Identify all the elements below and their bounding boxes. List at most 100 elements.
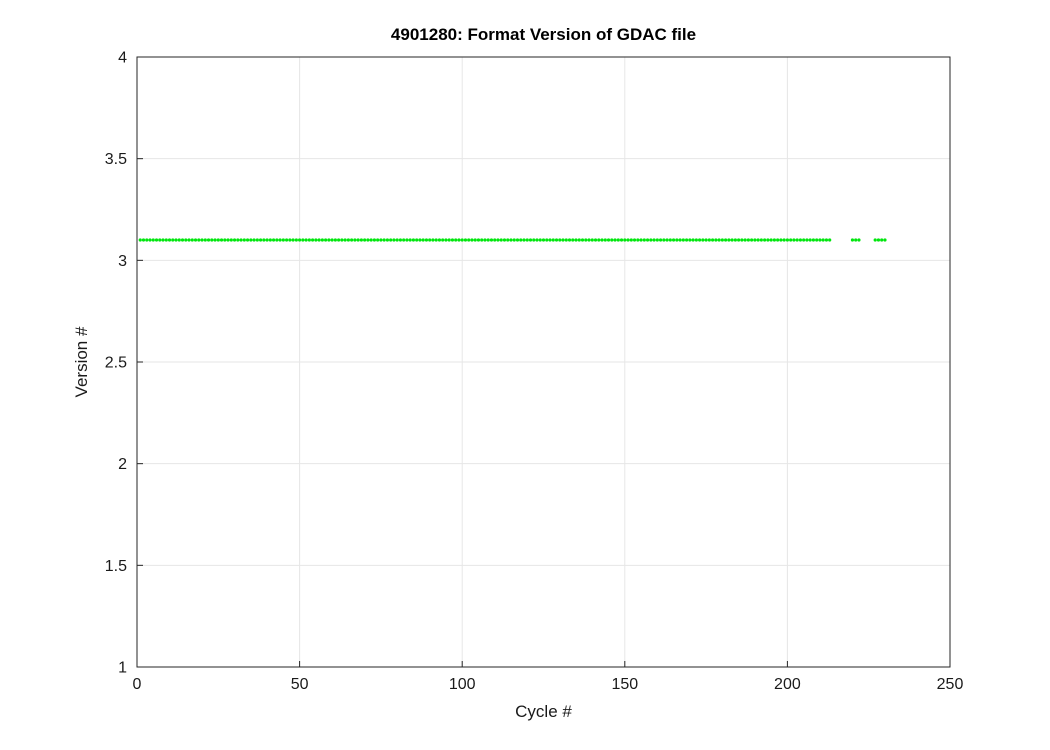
data-point (424, 238, 429, 242)
data-point (223, 238, 227, 242)
data-point (486, 238, 490, 242)
data-point (379, 238, 383, 242)
data-point (769, 238, 773, 242)
data-point (493, 238, 497, 242)
data-point (206, 238, 211, 242)
data-point (496, 238, 500, 242)
data-point (522, 238, 526, 242)
data-point (307, 238, 311, 242)
data-point (232, 238, 237, 242)
data-point (402, 238, 406, 242)
data-point (600, 238, 604, 242)
data-point (392, 238, 396, 242)
data-point (275, 238, 279, 242)
data-point (854, 238, 858, 242)
data-point (350, 238, 354, 242)
x-tick-label: 150 (611, 676, 638, 693)
data-point (811, 238, 816, 242)
data-point (158, 238, 162, 242)
data-point (346, 238, 350, 242)
data-point (242, 238, 246, 242)
data-point (372, 238, 376, 242)
data-point (363, 238, 367, 242)
data-point (538, 238, 542, 242)
data-point (311, 238, 315, 242)
y-tick-label: 3.5 (105, 151, 127, 168)
data-point (213, 238, 217, 242)
data-point (444, 238, 448, 242)
data-point (148, 238, 152, 242)
data-point (476, 238, 481, 242)
data-point (450, 238, 455, 242)
data-point (658, 238, 663, 242)
data-point (340, 238, 344, 242)
data-point (876, 238, 881, 242)
data-point (593, 238, 598, 242)
data-point (567, 238, 572, 242)
data-point (515, 238, 520, 242)
data-point (795, 238, 799, 242)
data-point (502, 238, 507, 242)
data-point (603, 238, 607, 242)
data-point (649, 238, 653, 242)
data-point (411, 238, 416, 242)
data-point (255, 238, 259, 242)
data-point (317, 238, 321, 242)
data-point (545, 238, 549, 242)
data-point (639, 238, 643, 242)
data-point (558, 238, 562, 242)
data-point (389, 238, 393, 242)
data-point (623, 238, 627, 242)
data-point (288, 238, 292, 242)
data-point (704, 238, 708, 242)
data-point (291, 238, 295, 242)
x-tick-label: 0 (133, 676, 142, 693)
data-point (759, 238, 763, 242)
data-point (532, 238, 536, 242)
data-point (665, 238, 669, 242)
data-point (164, 238, 168, 242)
x-tick-label: 200 (774, 676, 801, 693)
y-tick-label: 2 (118, 456, 127, 473)
data-point (366, 238, 370, 242)
data-point (385, 238, 390, 242)
data-point (262, 238, 266, 242)
data-point (694, 238, 698, 242)
data-point (210, 238, 214, 242)
data-point (145, 238, 149, 242)
data-point (239, 238, 243, 242)
data-point (284, 238, 289, 242)
data-point (180, 238, 185, 242)
data-point (509, 238, 513, 242)
data-point (750, 238, 754, 242)
data-point (678, 238, 682, 242)
data-point (457, 238, 461, 242)
data-point (590, 238, 594, 242)
data-point (265, 238, 269, 242)
data-point (216, 238, 220, 242)
data-point (779, 238, 783, 242)
data-point (369, 238, 373, 242)
data-point (701, 238, 705, 242)
data-point (671, 238, 676, 242)
data-point (574, 238, 578, 242)
data-point (798, 238, 803, 242)
y-tick-label: 4 (118, 50, 127, 67)
data-point (258, 238, 263, 242)
data-point (174, 238, 178, 242)
data-point (512, 238, 516, 242)
data-point (577, 238, 581, 242)
x-tick-label: 100 (449, 676, 476, 693)
data-point (613, 238, 617, 242)
data-point (271, 238, 276, 242)
data-point (219, 238, 224, 242)
data-point (681, 238, 685, 242)
y-tick-label: 1.5 (105, 558, 127, 575)
data-point (197, 238, 201, 242)
data-point (441, 238, 445, 242)
data-point (632, 238, 637, 242)
data-point (203, 238, 207, 242)
data-point (675, 238, 679, 242)
